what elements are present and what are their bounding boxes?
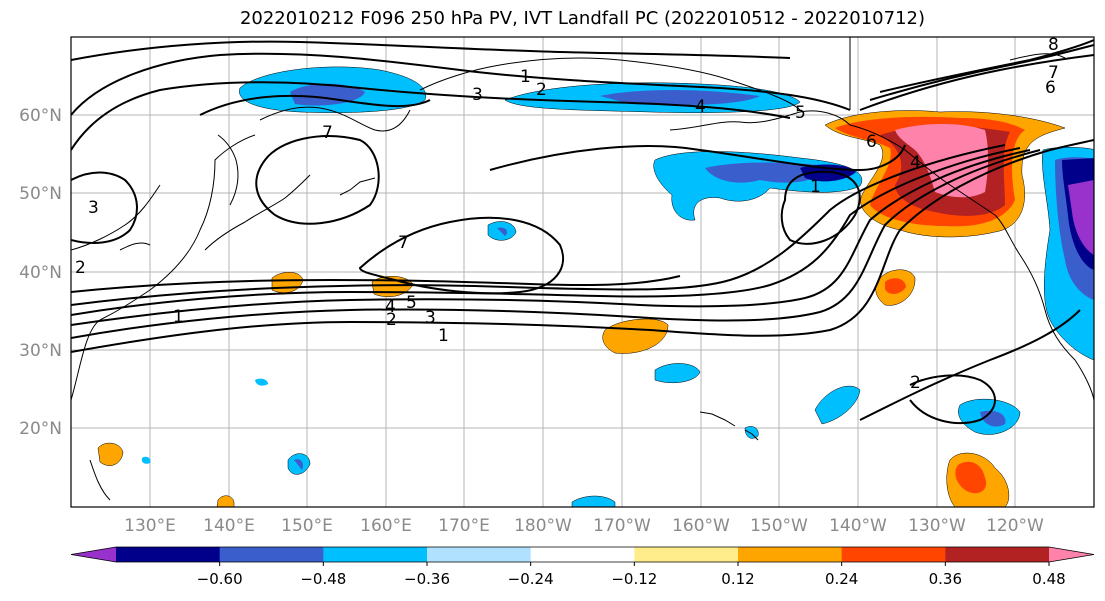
colorbar-tick-label: 0.36: [929, 570, 962, 588]
svg-text:7: 7: [398, 233, 409, 253]
svg-text:2: 2: [75, 258, 86, 278]
svg-text:3: 3: [425, 308, 436, 328]
svg-text:150°W: 150°W: [750, 516, 808, 536]
colorbar-tick-label: −0.36: [404, 570, 450, 588]
longitude-labels: 130°E 140°E 150°E 160°E 170°E 180°W 170°…: [124, 516, 1044, 536]
svg-text:3: 3: [88, 198, 99, 218]
svg-text:160°E: 160°E: [360, 516, 412, 536]
svg-text:1: 1: [173, 307, 184, 327]
svg-text:20°N: 20°N: [19, 419, 62, 439]
colorbar-segment: [841, 547, 946, 562]
colorbar-tick-labels: −0.60 −0.48 −0.36 −0.24 −0.12 0.12 0.24 0.36 0.4…: [197, 562, 1066, 588]
svg-text:2: 2: [910, 373, 921, 393]
negative-anomaly-fills: [141, 66, 1094, 507]
colorbar-extend-high: [1049, 547, 1094, 562]
svg-text:2: 2: [536, 80, 547, 100]
svg-text:5: 5: [795, 103, 806, 123]
svg-text:40°N: 40°N: [19, 263, 62, 283]
colorbar: [70, 546, 1095, 563]
svg-text:1: 1: [520, 67, 531, 87]
contour-labels: 1 2 3 4 5 6 7 8 1 2 3 4 5 7 7 3 2 1 6 4 …: [75, 35, 1059, 393]
svg-text:120°W: 120°W: [986, 516, 1044, 536]
colorbar-segment: [634, 547, 739, 562]
colorbar-outline: [70, 546, 1095, 563]
colorbar-segment: [945, 547, 1050, 562]
svg-text:140°W: 140°W: [829, 516, 887, 536]
colorbar-segment: [219, 547, 324, 562]
svg-text:6: 6: [1045, 78, 1056, 98]
svg-text:7: 7: [1048, 63, 1059, 83]
svg-text:50°N: 50°N: [19, 184, 62, 204]
colorbar-segment: [323, 547, 428, 562]
colorbar-tick-label: 0.12: [721, 570, 754, 588]
colorbar-segment: [116, 547, 221, 562]
colorbar-segment: [427, 547, 532, 562]
svg-text:1: 1: [438, 326, 449, 346]
gridlines: [71, 37, 1094, 507]
svg-text:6: 6: [866, 132, 877, 152]
svg-text:8: 8: [1048, 35, 1059, 55]
svg-text:4: 4: [385, 297, 396, 317]
colorbar-tick-label: −0.48: [300, 570, 346, 588]
svg-text:170°W: 170°W: [593, 516, 651, 536]
svg-text:150°E: 150°E: [281, 516, 333, 536]
svg-text:60°N: 60°N: [19, 106, 62, 126]
svg-text:5: 5: [406, 293, 417, 313]
colorbar-segment: [530, 547, 635, 562]
svg-text:160°W: 160°W: [672, 516, 730, 536]
svg-text:130°W: 130°W: [908, 516, 966, 536]
svg-text:140°E: 140°E: [203, 516, 255, 536]
colorbar-tick-label: −0.24: [508, 570, 554, 588]
pv-contours: [71, 39, 1094, 424]
latitude-labels: 60°N 50°N 40°N 30°N 20°N: [19, 106, 62, 439]
svg-text:3: 3: [472, 85, 483, 105]
svg-text:170°E: 170°E: [438, 516, 490, 536]
colorbar-tick-label: −0.60: [197, 570, 243, 588]
svg-text:4: 4: [695, 97, 706, 117]
colorbar-extend-low: [71, 547, 116, 562]
map-frame: [70, 36, 1095, 508]
svg-text:180°W: 180°W: [514, 516, 572, 536]
svg-text:130°E: 130°E: [124, 516, 176, 536]
colorbar-segment: [738, 547, 843, 562]
figure-title: 2022010212 F096 250 hPa PV, IVT Landfall…: [239, 8, 926, 29]
colorbar-tick-label: 0.48: [1032, 570, 1065, 588]
svg-text:1: 1: [810, 177, 821, 197]
colorbar-tick-label: 0.24: [825, 570, 858, 588]
svg-text:4: 4: [910, 153, 921, 173]
svg-text:30°N: 30°N: [19, 341, 62, 361]
svg-text:7: 7: [322, 123, 333, 143]
colorbar-tick-label: −0.12: [611, 570, 657, 588]
svg-text:2: 2: [386, 310, 397, 330]
